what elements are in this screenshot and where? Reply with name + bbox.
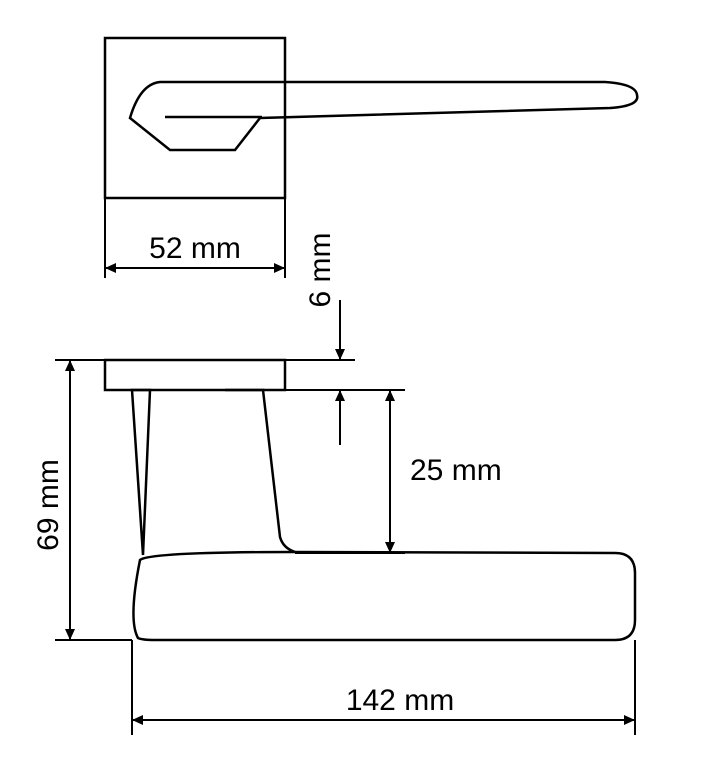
side-plate (105, 360, 285, 390)
side-view (105, 360, 635, 640)
dim-plate-width-label: 52 mm (149, 232, 241, 265)
dim-plate-depth (285, 300, 355, 445)
top-view (105, 38, 637, 198)
side-neck-right (225, 390, 295, 552)
side-handle-body (133, 552, 635, 640)
dim-handle-height (55, 360, 132, 640)
technical-drawing: 52 mm 6 mm 25 mm 69 mm 142 mm (0, 0, 722, 779)
side-neck-left (132, 390, 150, 555)
dim-neck-height (285, 390, 405, 553)
dim-handle-height-label: 69 mm (32, 459, 65, 551)
dim-neck-height-label: 25 mm (410, 454, 502, 487)
dim-handle-length-label: 142 mm (346, 684, 454, 717)
dim-plate-depth-label: 6 mm (304, 233, 337, 308)
